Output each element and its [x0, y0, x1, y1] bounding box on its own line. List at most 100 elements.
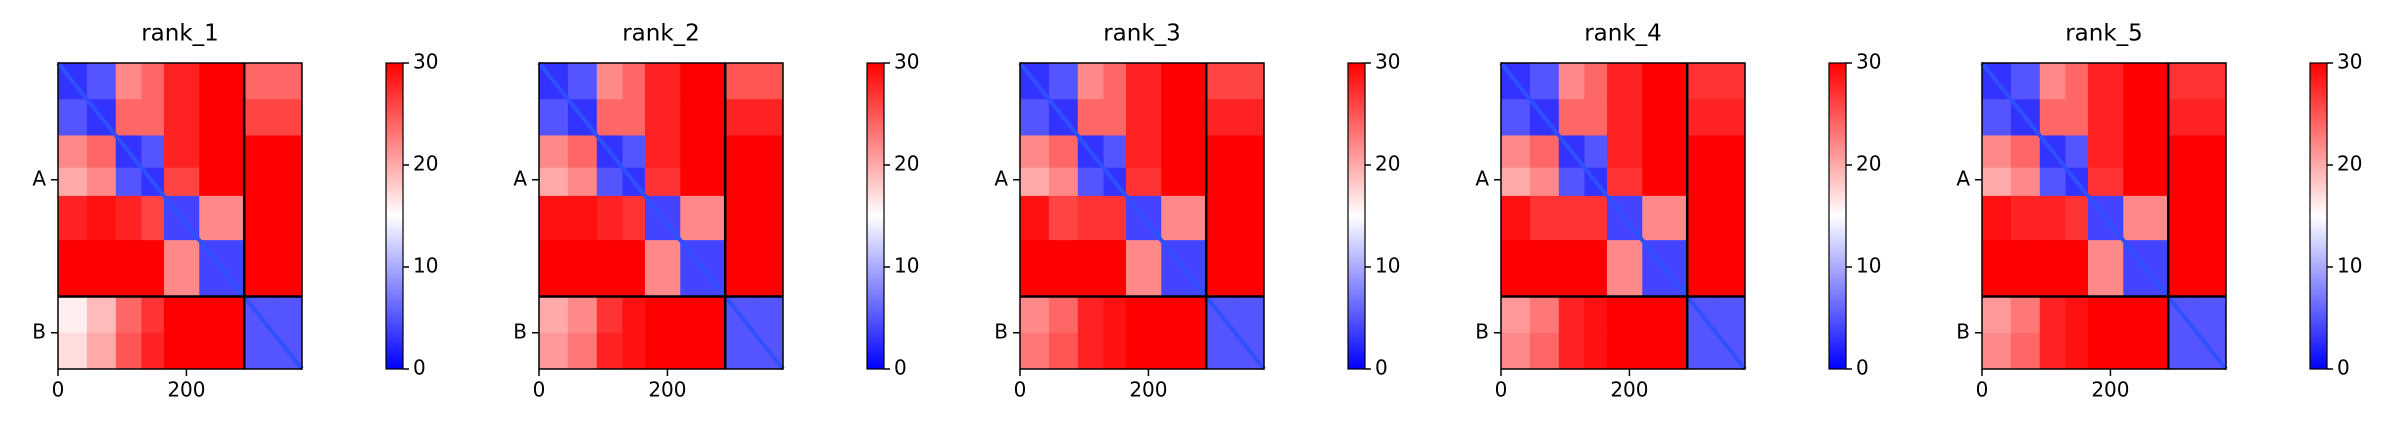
x-tick-label: 200: [648, 378, 686, 402]
heatmap-cell: [1606, 240, 1643, 298]
heatmap-cell: [1020, 167, 1050, 197]
heatmap-cell: [1642, 99, 1688, 136]
heatmap-cell: [244, 195, 274, 241]
heatmap-cell: [163, 240, 200, 298]
heatmap-cell: [1235, 296, 1265, 334]
heatmap-cell: [644, 135, 681, 169]
heatmap-cell: [1077, 167, 1104, 197]
heatmap-cell: [1982, 296, 2012, 334]
heatmap-cell: [1716, 195, 1746, 241]
heatmap-cell: [567, 332, 598, 370]
heatmap-cell: [1020, 135, 1050, 169]
heatmap-cell: [2123, 296, 2169, 334]
y-tick-label: B: [32, 319, 46, 343]
heatmap-cell: [86, 167, 117, 197]
diagonal: [1018, 61, 1266, 371]
heatmap-cell: [2010, 195, 2041, 241]
heatmap-cell: [244, 332, 274, 370]
heatmap-cell: [2065, 195, 2089, 241]
heatmap-cell: [115, 332, 142, 370]
heatmap-cell: [680, 167, 726, 197]
heatmap-cell: [1642, 332, 1688, 370]
heatmap-cell: [1125, 332, 1162, 370]
heatmap-cell: [1529, 63, 1560, 100]
heatmap-cell: [2123, 195, 2169, 241]
heatmap-cell: [2168, 195, 2198, 241]
heatmap-cell: [58, 167, 88, 197]
heatmap-cell: [1501, 195, 1531, 241]
heatmap-cell: [1020, 332, 1050, 370]
colorbar-tick-label: 30: [2337, 50, 2362, 74]
heatmap-cell: [1642, 63, 1688, 100]
heatmap-cell: [58, 332, 88, 370]
heatmap-cell: [596, 296, 623, 334]
heatmap-cell: [1125, 167, 1162, 197]
heatmap-cell: [199, 167, 245, 197]
heatmap-cell: [86, 63, 117, 100]
heatmap-cell: [115, 240, 142, 298]
heatmap-cell: [622, 195, 646, 241]
heatmap-cell: [1077, 195, 1104, 241]
heatmap-cell: [1558, 99, 1585, 136]
heatmap-cell: [1048, 63, 1079, 100]
heatmap-cell: [2123, 332, 2169, 370]
heatmap-cell: [163, 332, 200, 370]
heatmap-cell: [596, 99, 623, 136]
heatmap-cell: [2087, 240, 2124, 298]
colorbar-tick-label: 30: [1856, 50, 1881, 74]
heatmap-cell: [2039, 63, 2066, 100]
y-tick-label: A: [1956, 166, 1970, 190]
heatmap-cell: [199, 99, 245, 136]
heatmap-cell: [725, 240, 755, 298]
heatmap-cell: [115, 296, 142, 334]
heatmap-cell: [1206, 63, 1236, 100]
heatmap-cell: [1235, 63, 1265, 100]
heatmap-cell: [539, 99, 569, 136]
heatmap-cell: [1161, 167, 1207, 197]
colorbar-tick-label: 0: [894, 356, 907, 380]
heatmap-cell: [754, 296, 784, 334]
heatmap-cell: [2065, 63, 2089, 100]
heatmap-cell: [725, 195, 755, 241]
heatmap-cell: [86, 296, 117, 334]
heatmap-cell: [1716, 167, 1746, 197]
x-tick-label: 0: [533, 378, 546, 402]
heatmap-cell: [1716, 63, 1746, 100]
heatmap-cell: [1206, 240, 1236, 298]
heatmap-cell: [680, 296, 726, 334]
heatmap-cell: [539, 296, 569, 334]
heatmap-cell: [141, 240, 165, 298]
axes-frame: [1981, 62, 2227, 370]
heatmap-cell: [1982, 135, 2012, 169]
heatmap-cell: [567, 135, 598, 169]
panel-title: rank_5: [2065, 21, 2143, 47]
heatmap-cell: [2197, 99, 2227, 136]
heatmap-cell: [754, 167, 784, 197]
heatmap-cell: [1125, 99, 1162, 136]
heatmap-cell: [1077, 99, 1104, 136]
heatmap-cell: [273, 240, 303, 298]
heatmap-cell: [86, 332, 117, 370]
heatmap-cell: [1982, 240, 2012, 298]
colorbar-tick-label: 10: [2337, 254, 2362, 278]
heatmap-cell: [163, 167, 200, 197]
heatmap-cell: [680, 63, 726, 100]
diagonal: [537, 61, 785, 371]
heatmap-cell: [1161, 296, 1207, 334]
heatmap-cell: [1206, 195, 1236, 241]
heatmap-cell: [1048, 332, 1079, 370]
panel-title: rank_2: [622, 21, 700, 47]
heatmap-cell: [1982, 195, 2012, 241]
heatmap-cell: [2197, 63, 2227, 100]
x-tick-label: 0: [52, 378, 65, 402]
heatmap-cell: [1125, 240, 1162, 298]
heatmap-cell: [596, 195, 623, 241]
heatmap-cell: [2039, 240, 2066, 298]
heatmap-cell: [2087, 135, 2124, 169]
heatmap-cell: [2065, 332, 2089, 370]
panel-title: rank_1: [141, 21, 219, 47]
heatmap-cell: [2039, 296, 2066, 334]
heatmap-cell: [1687, 240, 1717, 298]
heatmap-cell: [1642, 195, 1688, 241]
heatmap-cell: [2065, 135, 2089, 169]
